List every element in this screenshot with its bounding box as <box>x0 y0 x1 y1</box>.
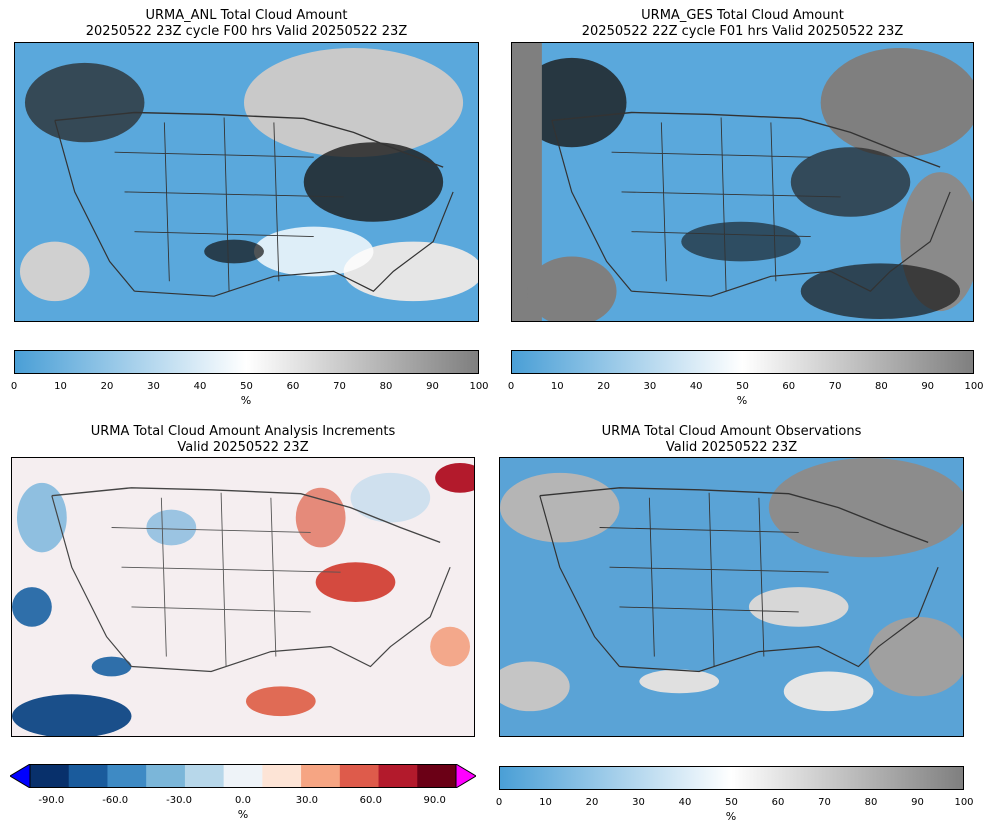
ges-tick-40: 40 <box>689 381 703 392</box>
anl-tick-0: 0 <box>10 381 18 392</box>
inc-title: URMA Total Cloud Amount Analysis Increme… <box>11 424 475 456</box>
inc-title-line2: Valid 20250522 23Z <box>177 440 309 455</box>
anl-tick-70: 70 <box>333 381 346 392</box>
obs-colorbar-unit: % <box>725 810 737 823</box>
inc-colorbar-band <box>30 764 70 788</box>
ges-colorbar <box>511 350 974 374</box>
obs-tick-0: 0 <box>495 797 503 808</box>
inc-colorbar-under-arrow <box>10 764 31 788</box>
obs-tick-60: 60 <box>771 797 785 808</box>
ges-map <box>511 42 974 322</box>
inc-colorbar-unit: % <box>237 808 249 821</box>
anl-title: URMA_ANL Total Cloud Amount 20250522 23Z… <box>14 8 479 40</box>
inc-colorbar-band <box>301 764 341 788</box>
inc-tick-0: 0.0 <box>235 795 251 806</box>
ges-tick-80: 80 <box>875 381 888 392</box>
inc-colorbar-band <box>378 764 418 788</box>
obs-title-line2: Valid 20250522 23Z <box>665 440 798 455</box>
inc-tick-neg60: -60.0 <box>102 795 129 806</box>
anl-title-line1: URMA_ANL Total Cloud Amount <box>145 8 348 23</box>
anl-tick-50: 50 <box>240 381 253 392</box>
inc-tick-90: 90.0 <box>423 795 446 806</box>
ges-tick-100: 100 <box>964 381 984 392</box>
ges-tick-10: 10 <box>550 381 564 392</box>
inc-colorbar-band <box>146 764 186 788</box>
anl-tick-80: 80 <box>379 381 393 392</box>
obs-tick-30: 30 <box>632 797 645 808</box>
inc-colorbar <box>10 764 476 788</box>
anl-colorbar-unit: % <box>240 394 252 407</box>
obs-tick-20: 20 <box>585 797 599 808</box>
inc-colorbar-band <box>223 764 263 788</box>
obs-tick-40: 40 <box>678 797 692 808</box>
inc-colorbar-band <box>417 764 457 788</box>
inc-tick-30: 30.0 <box>295 795 319 806</box>
ges-tick-90: 90 <box>921 381 935 392</box>
inc-tick-neg90: -90.0 <box>38 795 65 806</box>
inc-colorbar-band <box>262 764 302 788</box>
ges-tick-20: 20 <box>597 381 610 392</box>
inc-colorbar-band <box>107 764 147 788</box>
obs-tick-90: 90 <box>911 797 924 808</box>
obs-title: URMA Total Cloud Amount Observations Val… <box>499 424 964 456</box>
obs-colorbar <box>499 766 964 790</box>
anl-tick-20: 20 <box>100 381 114 392</box>
ges-title-line2: 20250522 22Z cycle F01 hrs Valid 2025052… <box>581 24 904 39</box>
anl-tick-10: 10 <box>54 381 67 392</box>
ges-tick-0: 0 <box>507 381 515 392</box>
inc-map-field <box>12 462 474 736</box>
anl-tick-60: 60 <box>286 381 300 392</box>
anl-colorbar <box>14 350 479 374</box>
inc-colorbar-band <box>339 764 380 788</box>
inc-colorbar-band <box>184 764 225 788</box>
obs-title-line1: URMA Total Cloud Amount Observations <box>601 424 862 439</box>
ges-map-field <box>512 43 973 321</box>
anl-tick-90: 90 <box>426 381 439 392</box>
obs-tick-10: 10 <box>539 797 552 808</box>
ges-title: URMA_GES Total Cloud Amount 20250522 22Z… <box>511 8 974 40</box>
obs-tick-70: 70 <box>818 797 831 808</box>
inc-title-line1: URMA Total Cloud Amount Analysis Increme… <box>90 424 396 439</box>
inc-map <box>11 457 475 737</box>
ges-colorbar-unit: % <box>736 394 748 407</box>
anl-map <box>14 42 479 322</box>
ges-tick-60: 60 <box>782 381 796 392</box>
anl-tick-100: 100 <box>469 381 489 392</box>
inc-tick-60: 60.0 <box>359 795 382 806</box>
ges-title-line1: URMA_GES Total Cloud Amount <box>641 8 844 23</box>
obs-tick-80: 80 <box>864 797 878 808</box>
ges-tick-70: 70 <box>828 381 842 392</box>
inc-colorbar-over-arrow <box>455 764 476 788</box>
ges-tick-50: 50 <box>736 381 749 392</box>
anl-tick-30: 30 <box>147 381 160 392</box>
inc-tick-neg30: -30.0 <box>166 795 193 806</box>
inc-colorbar-band <box>68 764 108 788</box>
anl-title-line2: 20250522 23Z cycle F00 hrs Valid 2025052… <box>85 24 408 39</box>
anl-tick-40: 40 <box>193 381 207 392</box>
obs-tick-50: 50 <box>725 797 738 808</box>
ges-tick-30: 30 <box>643 381 657 392</box>
obs-map <box>499 457 964 737</box>
obs-map-field <box>500 458 963 712</box>
anl-map-field <box>19 47 478 302</box>
obs-tick-100: 100 <box>954 797 974 808</box>
